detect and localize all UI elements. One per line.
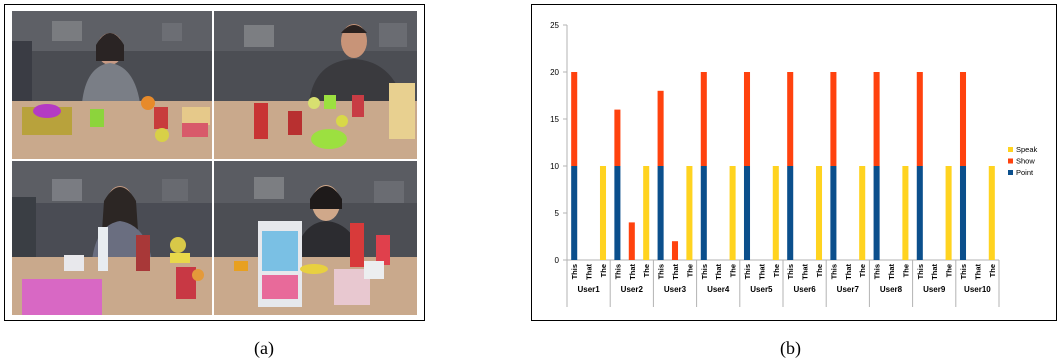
- bar-show: [657, 90, 664, 166]
- x-category-label: That: [973, 264, 982, 280]
- bar-point: [959, 166, 967, 260]
- bar-show: [700, 72, 707, 166]
- bar-show: [614, 109, 621, 166]
- y-tick-label: 10: [550, 162, 559, 171]
- bar-speak: [945, 166, 952, 260]
- bar-point: [614, 166, 621, 260]
- bar-speak: [902, 166, 909, 260]
- x-group-label: User6: [793, 285, 816, 294]
- bar-point: [743, 166, 751, 260]
- chart-panel: 0 5 10 15 20 25 This That The User1 This That The Us…: [531, 4, 1057, 321]
- x-category-label: That: [930, 264, 939, 280]
- bar-show: [916, 72, 923, 166]
- x-category-label: The: [729, 264, 738, 277]
- bar-speak: [729, 166, 736, 260]
- y-tick-label: 5: [555, 209, 560, 218]
- x-category-label: The: [599, 264, 608, 277]
- x-category-label: The: [858, 264, 867, 277]
- legend-label-show: Show: [1016, 157, 1035, 166]
- bar-show: [571, 72, 578, 166]
- x-category-label: The: [815, 264, 824, 277]
- bar-speak: [772, 166, 779, 260]
- x-category-label: The: [642, 264, 651, 277]
- legend-label-speak: Speak: [1016, 145, 1038, 154]
- bar-point: [571, 166, 578, 260]
- x-category-label: This: [743, 264, 752, 279]
- bar-show: [671, 241, 679, 260]
- x-category-label: The: [988, 264, 997, 277]
- bar-speak: [599, 166, 607, 260]
- x-category-label: This: [570, 264, 579, 279]
- x-category-label: This: [916, 264, 925, 279]
- bar-show: [873, 72, 880, 166]
- bar-show: [628, 222, 635, 260]
- caption-a: (a): [254, 338, 274, 358]
- stacked-bar-chart: 0 5 10 15 20 25 This That The User1 This That The Us…: [550, 21, 1038, 307]
- bar-show: [743, 72, 751, 166]
- x-category-label: This: [873, 264, 882, 279]
- x-category-label: The: [772, 264, 781, 277]
- legend-label-point: Point: [1016, 168, 1034, 177]
- y-tick-label: 0: [555, 256, 560, 265]
- bar-point: [873, 166, 880, 260]
- x-category-label: That: [585, 264, 594, 280]
- photo-user-1: [12, 11, 212, 159]
- legend-swatch-show: [1008, 158, 1013, 164]
- bar-show: [830, 72, 837, 166]
- x-category-label: That: [887, 264, 896, 280]
- x-group-label: User7: [837, 285, 860, 294]
- y-tick-label: 25: [550, 21, 559, 30]
- x-category-label: That: [628, 264, 637, 280]
- x-group-label: User4: [707, 285, 730, 294]
- bar-point: [787, 166, 794, 260]
- x-category-label: That: [714, 264, 723, 280]
- bar-point: [700, 166, 707, 260]
- x-category-label: The: [685, 264, 694, 277]
- x-group-label: User10: [964, 285, 991, 294]
- bar-speak: [815, 166, 823, 260]
- x-category-label: This: [829, 264, 838, 279]
- legend-swatch-point: [1008, 170, 1013, 175]
- photo-panel: [4, 4, 425, 321]
- bar-speak: [686, 166, 693, 260]
- x-category-label: This: [786, 264, 795, 279]
- y-tick-label: 20: [550, 68, 559, 77]
- x-group-label: User5: [750, 285, 773, 294]
- x-category-label: That: [801, 264, 810, 280]
- x-category-label: This: [657, 264, 666, 279]
- x-group-label: User8: [880, 285, 903, 294]
- x-category-label: The: [901, 264, 910, 277]
- photo-user-4: [214, 161, 417, 315]
- bar-point: [830, 166, 837, 260]
- chart-legend: Speak Show Point: [1008, 145, 1038, 177]
- photo-user-2: [214, 11, 417, 159]
- caption-b: (b): [780, 338, 801, 358]
- bar-speak: [988, 166, 995, 260]
- x-category-label: This: [613, 264, 622, 279]
- photo-user-3: [12, 161, 212, 315]
- x-category-label: That: [671, 264, 680, 280]
- y-tick-label: 15: [550, 115, 559, 124]
- bar-speak: [643, 166, 650, 260]
- legend-swatch-speak: [1008, 147, 1013, 152]
- chart-x-labels: This That The User1 This That The User2 This That…: [570, 264, 997, 294]
- chart-bars: [571, 72, 995, 260]
- x-category-label: The: [945, 264, 954, 277]
- x-group-label: User9: [923, 285, 946, 294]
- x-category-label: This: [959, 264, 968, 279]
- bar-point: [657, 166, 664, 260]
- x-category-label: This: [700, 264, 709, 279]
- x-group-label: User2: [621, 285, 644, 294]
- x-category-label: That: [757, 264, 766, 280]
- bar-point: [916, 166, 923, 260]
- bar-show: [787, 72, 794, 166]
- x-group-label: User3: [664, 285, 687, 294]
- bar-speak: [859, 166, 866, 260]
- x-category-label: That: [844, 264, 853, 280]
- chart-axes: 0 5 10 15 20 25: [550, 21, 1000, 307]
- bar-show: [959, 72, 967, 166]
- x-group-label: User1: [577, 285, 600, 294]
